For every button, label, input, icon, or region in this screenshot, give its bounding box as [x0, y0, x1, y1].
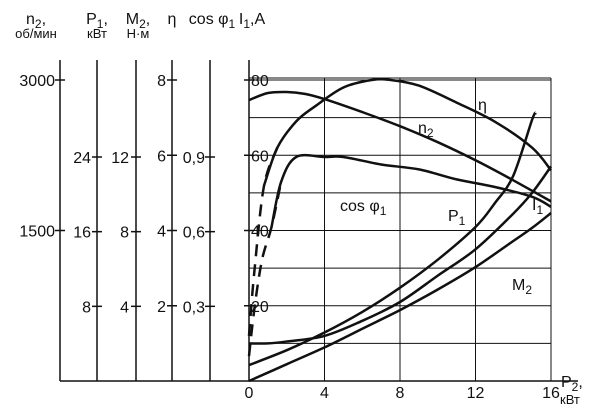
y-tick-label-M2: 4 [120, 299, 129, 316]
series-n [248, 90, 552, 203]
y-tick-label-cos: 0,3 [183, 299, 205, 316]
y-axis-unit-M2: Н·м [127, 26, 150, 41]
x-axis-unit: кВт [560, 392, 580, 407]
x-tick-label: 4 [320, 385, 329, 402]
series-label: I1 [532, 197, 543, 217]
series-label: η [478, 97, 487, 114]
y-tick-label-I1: 80 [251, 73, 269, 90]
x-tick-label: 8 [396, 385, 405, 402]
labels: 0 4 8 12 16P2,кВт30001500n2,об/мин24168P1,кВ… [15, 11, 583, 407]
series-η [262, 77, 552, 186]
y-tick-label-eta: 8 [157, 73, 166, 90]
y-axis-title-n2: n2, [26, 11, 46, 31]
y-axis-unit-P1: кВт [87, 26, 107, 41]
y-tick-label-I1: 40 [251, 224, 269, 241]
series-label: M2 [512, 277, 532, 297]
y-tick-label-n2: 3000 [19, 73, 55, 90]
series-M [248, 212, 552, 383]
y-tick-label-P1: 16 [73, 225, 91, 242]
series-I [248, 165, 553, 345]
y-tick-label-cos: 0,9 [183, 150, 205, 167]
y-tick-label-eta: 2 [157, 299, 166, 316]
y-tick-label-eta: 6 [157, 148, 166, 165]
x-tick-label: 12 [467, 385, 485, 402]
y-axis-title-cos: cos φ1 [189, 11, 236, 31]
series-cos φ [270, 153, 552, 227]
y-tick-label-n2: 1500 [19, 224, 55, 241]
x-axis-label: P2, [561, 374, 583, 394]
y-axis-title-P1: P1, [86, 11, 108, 31]
series-η-dashed [247, 147, 279, 336]
series-label: cos φ1 [340, 198, 387, 218]
series-label: n2 [418, 120, 434, 140]
series-label: P1 [448, 208, 466, 228]
y-axis-title-M2: M2, [126, 11, 150, 31]
y-axis-title-I1: I1,A [239, 11, 266, 31]
y-axis-unit-n2: об/мин [15, 26, 57, 41]
y-tick-label-eta: 4 [157, 224, 166, 241]
y-tick-label-I1: 20 [251, 299, 269, 316]
x-tick-label: 16 [542, 385, 560, 402]
y-tick-label-M2: 8 [120, 225, 129, 242]
axes [55, 60, 578, 382]
y-tick-label-M2: 12 [111, 150, 129, 167]
y-axis-title-eta: η [168, 11, 177, 28]
curves [247, 77, 553, 383]
y-tick-label-P1: 24 [73, 150, 91, 167]
y-tick-label-cos: 0,6 [183, 225, 205, 242]
y-tick-label-P1: 8 [82, 299, 91, 316]
series-P [248, 111, 537, 367]
x-tick-label: 0 [245, 385, 254, 402]
y-tick-label-I1: 60 [251, 148, 269, 165]
